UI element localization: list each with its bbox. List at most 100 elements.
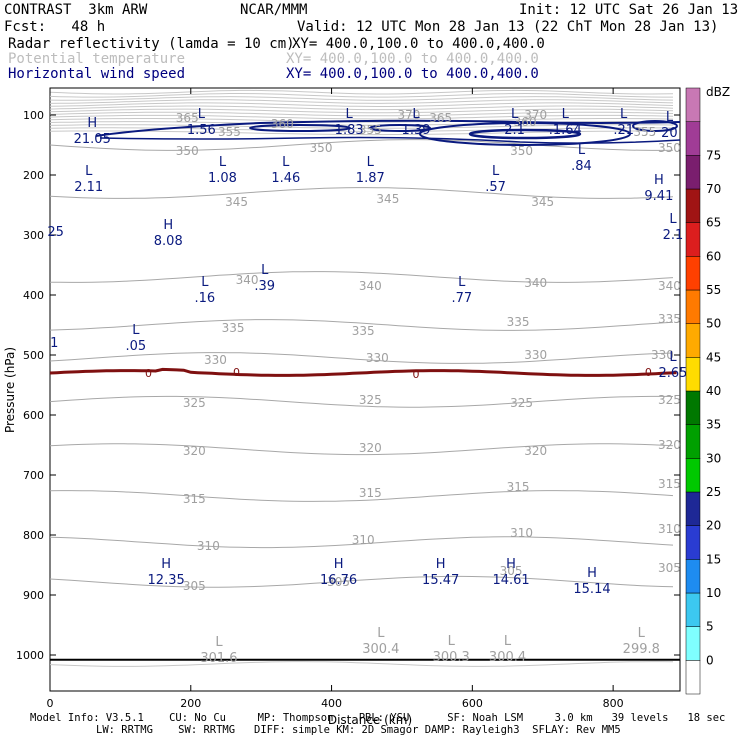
y-tick-label: 700 [23, 469, 44, 482]
wind-high-marker: H [587, 566, 597, 581]
jet-core-right-outer [419, 122, 631, 146]
colorbar-swatch [685, 390, 701, 425]
wind-low-marker: L [448, 634, 456, 649]
x-tick-label: 0 [47, 697, 54, 710]
theta-label: 340 [236, 273, 259, 287]
theta-label: 335 [222, 321, 245, 335]
theta-label: 350 [310, 141, 333, 155]
theta-contour-line [49, 105, 674, 111]
wind-high-marker: H [436, 557, 446, 572]
theta-label: 305 [658, 561, 681, 575]
zero-label: 0 [645, 366, 652, 379]
colorbar: 0 5 10 15 20 25 30 35 40 45 50 55 60 65 70 75 [685, 87, 721, 695]
theta-label: 335 [507, 315, 530, 329]
theta-label: 365 [429, 111, 452, 125]
theta-label: 350 [510, 144, 533, 158]
theta-label: 325 [510, 396, 533, 410]
theta-label: 335 [658, 312, 681, 326]
wind-low-marker: L [504, 634, 512, 649]
theta-label: 310 [197, 539, 220, 553]
wind-extremum-value: 300.4 [362, 642, 399, 657]
theta-label: 330 [651, 348, 674, 362]
valid-time: Valid: 12 UTC Mon 28 Jan 13 (22 ChT Mon … [297, 19, 719, 35]
wind-low-marker: L [201, 275, 209, 290]
colorbar-label: 45 [706, 350, 721, 364]
forecast-hour: Fcst: 48 h [4, 19, 106, 35]
wind-high-marker: H [163, 218, 173, 233]
wind-low-marker: L [367, 155, 375, 170]
colorbar-swatch [685, 626, 701, 661]
theta-label: 350 [658, 141, 681, 155]
wind-low-marker: L [377, 626, 385, 641]
theta-label: 315 [359, 486, 382, 500]
wind-low-marker: L [620, 107, 628, 122]
field-theta-xy: XY= 400.0,100.0 to 400.0,400.0 [286, 51, 539, 67]
zero-label: 0 [233, 366, 240, 379]
colorbar-swatch [685, 155, 701, 190]
wind-low-marker: L [492, 164, 500, 179]
theta-label: 320 [524, 444, 547, 458]
wind-extremum-value: 16.76 [320, 573, 357, 588]
theta-label: 355 [633, 125, 656, 139]
theta-label: 315 [658, 477, 681, 491]
field-reflectivity-xy: XY= 400.0,100.0 to 400.0,400.0 [292, 36, 545, 52]
wind-extremum-value: .39 [254, 279, 275, 294]
wind-extremum-value: .57 [485, 180, 506, 195]
colorbar-swatch [685, 491, 701, 526]
wind-extremum-value: 1.87 [356, 171, 385, 186]
theta-label: 360 [514, 115, 537, 129]
colorbar-swatch [685, 222, 701, 257]
init-time: Init: 12 UTC Sat 26 Jan 13 [519, 2, 739, 18]
colorbar-label: 35 [706, 418, 721, 432]
colorbar-label: 70 [706, 182, 721, 196]
edge-label: 25 [47, 225, 64, 240]
zero-contour-line [49, 367, 677, 377]
colorbar-unit: dBZ [706, 85, 730, 99]
theta-contour-line [49, 96, 674, 101]
colorbar-swatch [685, 592, 701, 627]
wind-low-marker: L [669, 212, 677, 227]
theta-label: 315 [507, 480, 530, 494]
wind-low-marker: L [666, 110, 674, 125]
theta-contour-line [49, 271, 674, 283]
x-tick-label: 600 [462, 697, 483, 710]
theta-contour-line [49, 319, 674, 331]
y-tick-label: 300 [23, 229, 44, 242]
jet-core-right-inner [468, 128, 582, 140]
colorbar-label: 25 [706, 485, 721, 499]
colorbar-label: 0 [706, 653, 714, 667]
theta-contour-line [49, 127, 674, 132]
theta-contour-line [49, 114, 674, 120]
plot-frame [49, 87, 681, 692]
theta-label: 365 [176, 111, 199, 125]
theta-contour-line [49, 661, 674, 667]
wind-high-marker: H [87, 116, 97, 131]
wind-low-marker: L [198, 107, 206, 122]
wind-low-marker: L [219, 155, 227, 170]
wind-high-marker: H [161, 557, 171, 572]
theta-contour-line [49, 108, 674, 114]
wind-low-marker: L [578, 143, 586, 158]
theta-contour-line [49, 139, 674, 151]
wind-extremum-value: 15.47 [422, 573, 459, 588]
colorbar-label: 65 [706, 216, 721, 230]
wind-low-marker: L [85, 164, 93, 179]
y-axis-title: Pressure (hPa) [3, 347, 17, 433]
theta-label: 320 [183, 444, 206, 458]
theta-contour-line [49, 124, 674, 129]
wind-extremum-value: 300.4 [489, 650, 526, 665]
colorbar-label: 20 [706, 519, 721, 533]
colorbar-swatch [685, 357, 701, 392]
theta-label: 360 [271, 117, 294, 131]
wind-extremum-value: 301.6 [200, 651, 237, 666]
colorbar-label: 40 [706, 384, 721, 398]
jet-core-mid [369, 124, 431, 132]
wind-extremum-value: .77 [451, 291, 472, 306]
theta-label: 345 [225, 195, 248, 209]
model-title: CONTRAST 3km ARW [4, 2, 148, 18]
y-tick-label: 500 [23, 349, 44, 362]
theta-contour-line [49, 99, 674, 104]
contour-labels: 350 350 350 350 345 345 345 340 340 340 340 335 335 3… [47, 107, 687, 666]
